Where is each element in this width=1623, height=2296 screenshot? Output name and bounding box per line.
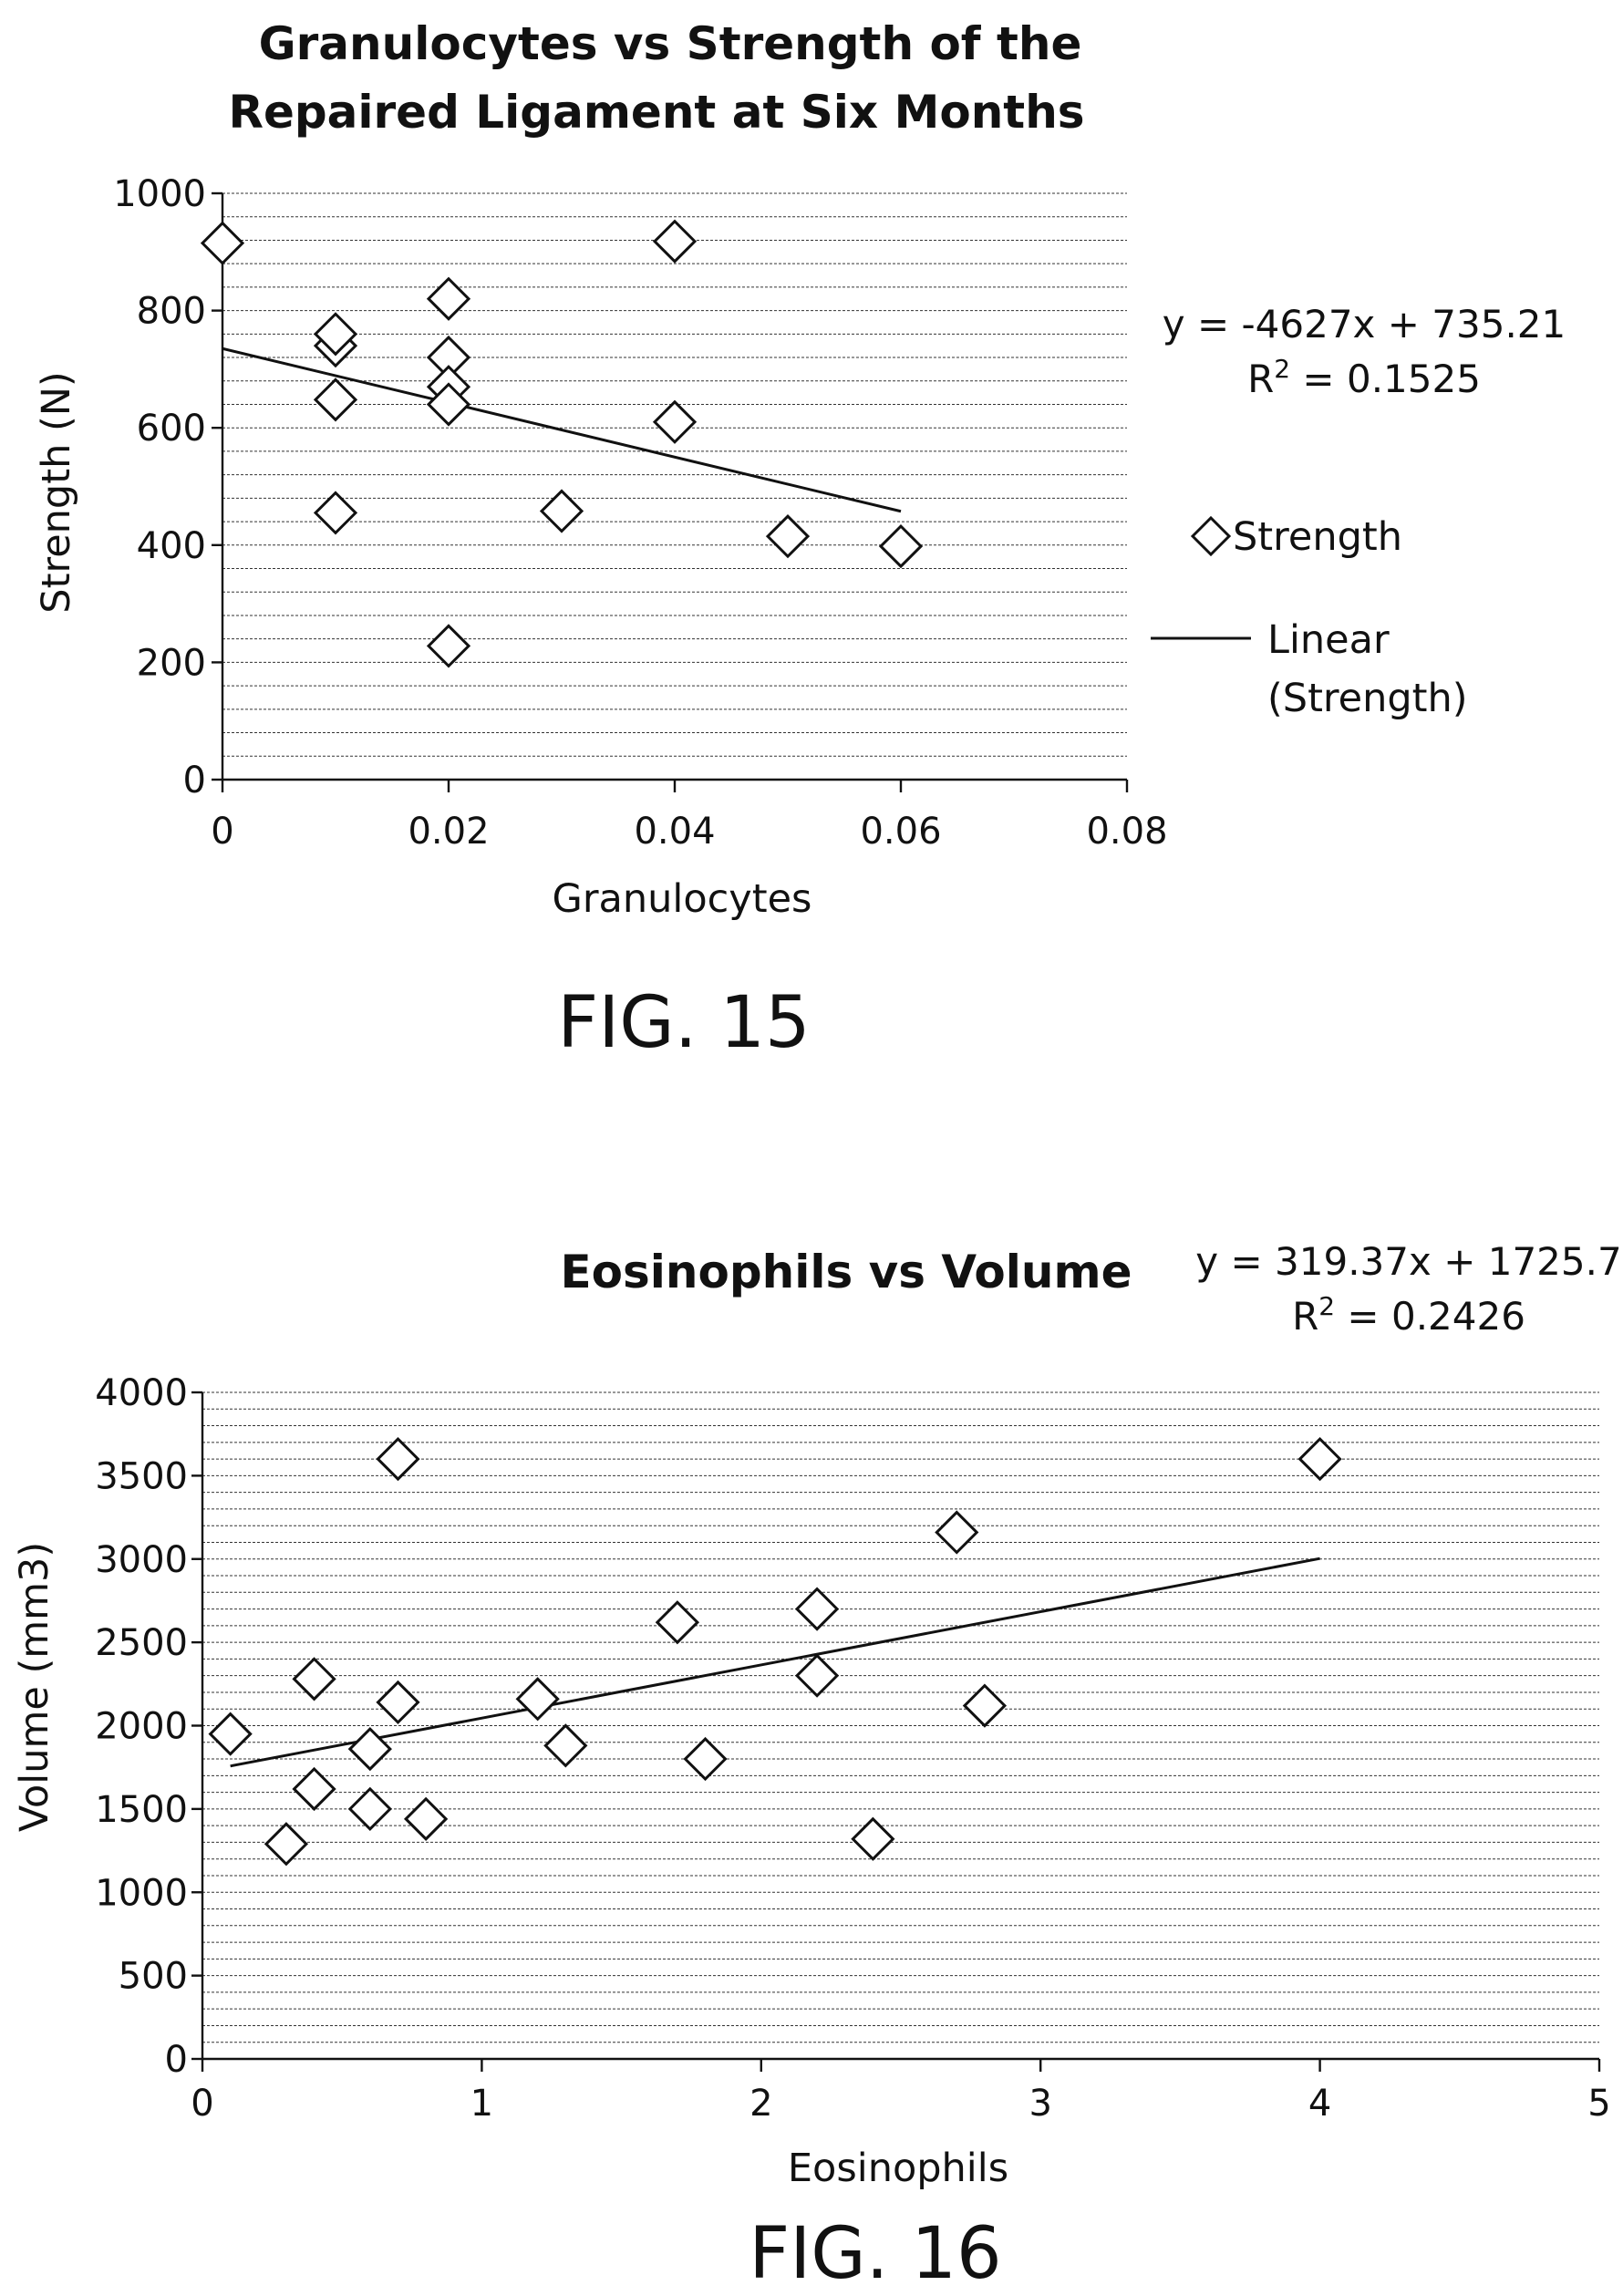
y-tick-label: 0 <box>165 2039 188 2081</box>
data-point <box>652 219 698 264</box>
trendline <box>222 346 902 513</box>
data-point <box>426 624 471 668</box>
data-point <box>376 1436 420 1482</box>
data-point <box>313 312 358 357</box>
y-tick-label: 4000 <box>95 1372 188 1414</box>
x-tick-label: 4 <box>1308 2083 1331 2125</box>
chart1-title-line2: Repaired Ligament at Six Months <box>228 86 1084 139</box>
x-tick-label: 3 <box>1029 2083 1051 2125</box>
x-tick-label: 0.02 <box>408 811 489 853</box>
data-point <box>539 489 584 533</box>
legend-linear-label: Linear <box>1267 617 1390 663</box>
chart1-trendline-group <box>222 346 902 513</box>
data-point <box>292 1657 336 1701</box>
chart1-points <box>200 219 924 668</box>
chart2-x-axis-label: Eosinophils <box>788 2146 1008 2191</box>
chart2-trendline-group <box>230 1557 1320 1768</box>
y-tick-label: 500 <box>119 1956 188 1998</box>
y-tick-label: 1000 <box>113 173 206 215</box>
trendline <box>230 1557 1320 1768</box>
chart1-r-squared: R2 = 0.1525 <box>1247 354 1481 401</box>
data-point <box>515 1677 560 1722</box>
y-tick-label: 2000 <box>95 1706 188 1748</box>
chart2-y-tick-labels: 0 500 1000 1500 2000 2500 3000 3500 4000 <box>95 1372 188 2081</box>
y-tick-label: 2500 <box>95 1622 188 1664</box>
x-tick-label: 0.04 <box>634 811 715 853</box>
chart1-title-line1: Granulocytes vs Strength of the <box>259 17 1082 70</box>
chart-eosinophils-volume: Eosinophils vs Volume y = 319.37x + 1725… <box>12 1239 1622 2295</box>
chart2-equation: y = 319.37x + 1725.7 <box>1195 1239 1621 1284</box>
x-tick-label: 1 <box>470 2083 493 2125</box>
chart1-legend: Strength Linear (Strength) <box>1151 514 1468 721</box>
fig15-label: FIG. 15 <box>557 982 810 1064</box>
data-point <box>208 1712 253 1756</box>
y-tick-label: 200 <box>137 642 206 684</box>
y-tick-label: 400 <box>137 525 206 567</box>
y-tick-label: 600 <box>137 408 206 450</box>
y-tick-label: 1500 <box>95 1789 188 1831</box>
x-tick-label: 0 <box>211 811 233 853</box>
data-point <box>426 382 471 427</box>
chart2-axes <box>191 1391 1601 2072</box>
chart1-axes <box>212 191 1129 792</box>
chart1-equation: y = -4627x + 735.21 <box>1163 302 1566 346</box>
data-point <box>652 399 698 444</box>
data-point <box>765 514 811 559</box>
y-tick-label: 800 <box>137 291 206 333</box>
y-tick-label: 3000 <box>95 1539 188 1581</box>
data-point <box>543 1723 588 1768</box>
chart2-r-squared: R2 = 0.2426 <box>1292 1291 1525 1339</box>
data-point <box>292 1766 336 1812</box>
data-point <box>878 523 924 569</box>
data-point <box>403 1796 449 1841</box>
fig16-label: FIG. 16 <box>749 2213 1001 2295</box>
data-point <box>426 335 471 380</box>
data-point <box>851 1816 895 1861</box>
data-point <box>200 221 245 265</box>
data-point <box>426 276 471 321</box>
chart1-gridlines <box>222 192 1127 757</box>
chart-granulocytes-strength: Granulocytes vs Strength of the Repaired… <box>34 17 1566 1064</box>
chart2-gridlines <box>202 1391 1599 2043</box>
y-tick-label: 0 <box>183 760 206 802</box>
chart1-y-axis-label: Strength (N) <box>34 371 79 613</box>
data-point <box>794 1587 840 1631</box>
x-tick-label: 2 <box>749 2083 772 2125</box>
chart1-x-tick-labels: 0 0.02 0.04 0.06 0.08 <box>211 811 1167 853</box>
data-point <box>313 491 358 535</box>
data-point <box>347 1786 392 1832</box>
data-point <box>655 1600 700 1645</box>
x-tick-label: 0 <box>191 2083 213 2125</box>
data-point <box>1297 1436 1342 1482</box>
x-tick-label: 0.06 <box>860 811 941 853</box>
y-tick-label: 3500 <box>95 1455 188 1497</box>
legend-strength-label: Strength <box>1233 514 1402 560</box>
y-tick-label: 1000 <box>95 1872 188 1914</box>
data-point <box>376 1680 420 1725</box>
legend-diamond-marker <box>1190 515 1232 557</box>
chart2-x-tick-labels: 0 1 2 3 4 5 <box>191 2083 1610 2125</box>
data-point <box>683 1736 728 1782</box>
chart2-points <box>208 1436 1342 1867</box>
data-point <box>794 1653 840 1698</box>
chart2-title: Eosinophils vs Volume <box>560 1246 1132 1298</box>
data-point <box>313 377 358 422</box>
chart1-x-axis-label: Granulocytes <box>553 876 812 922</box>
legend-linear-label-2: (Strength) <box>1267 676 1468 721</box>
data-point <box>962 1683 1008 1728</box>
data-point <box>935 1510 979 1555</box>
data-point <box>264 1822 309 1867</box>
x-tick-label: 5 <box>1587 2083 1610 2125</box>
x-tick-label: 0.08 <box>1086 811 1167 853</box>
data-point <box>347 1726 392 1772</box>
chart2-y-axis-label: Volume (mm3) <box>12 1542 57 1832</box>
chart1-y-tick-labels: 0 200 400 600 800 1000 <box>113 173 206 802</box>
